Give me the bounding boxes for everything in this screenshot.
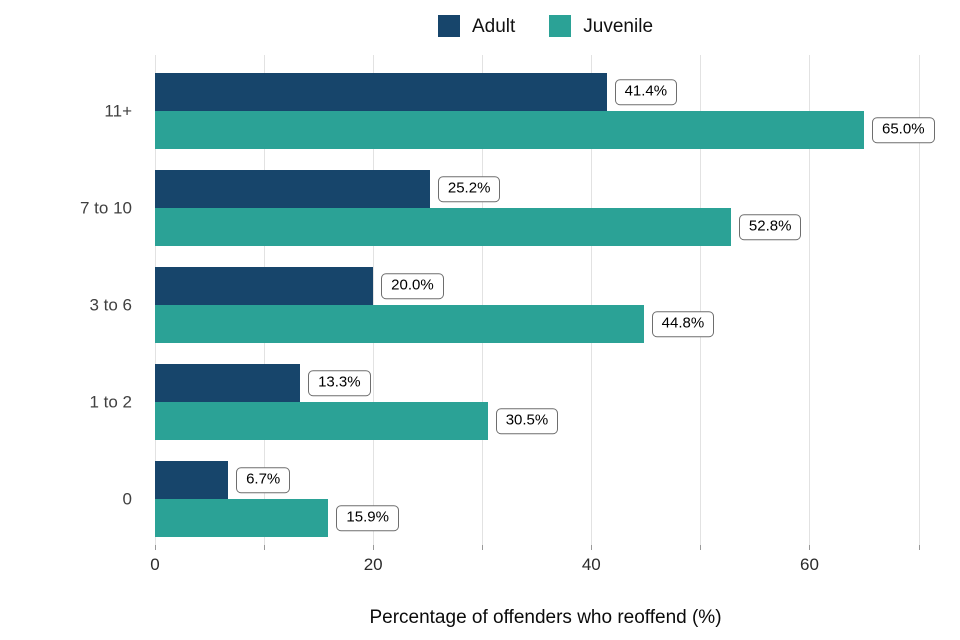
value-label-adult-3-to-6: 20.0% [381,273,444,299]
value-label-adult-7-to-10: 25.2% [437,176,501,202]
value-label-juvenile-1-to-2: 30.5% [495,408,559,434]
x-tick-mark-0 [155,545,156,550]
legend-item-adult: Adult [437,15,516,37]
gridline-70 [918,55,920,545]
x-tick-mark-40 [591,545,593,550]
x-tick-label-20: 20 [363,555,383,574]
value-label-juvenile-3-to-6: 44.8% [651,311,715,337]
adult-swatch-icon [437,15,460,37]
bar-juvenile-1-to-2 [155,402,488,440]
legend-label-juvenile: Juvenile [583,15,654,37]
bar-adult-11+ [155,73,607,111]
y-axis-label-1-to-2: 1 to 2 [89,392,132,412]
y-axis-label-7-to-10: 7 to 10 [80,198,132,218]
bar-adult-1-to-2 [155,364,301,402]
bar-juvenile-7-to-10 [155,208,731,246]
chart-legend: Adult Juvenile [155,12,936,40]
bar-juvenile-0 [155,499,329,537]
gridline-20 [373,55,375,545]
gridline-60 [809,55,811,545]
juvenile-swatch-icon [549,15,572,37]
x-tick-mark-70 [918,545,920,550]
x-tick-mark-10 [264,545,266,550]
bar-adult-0 [155,461,229,499]
x-tick-mark-30 [482,545,484,550]
y-axis-label-0: 0 [122,489,132,509]
value-label-juvenile-7-to-10: 52.8% [738,214,802,240]
x-tick-mark-50 [700,545,702,550]
gridline-30 [482,55,484,545]
x-tick-mark-60 [809,545,811,550]
bar-adult-3-to-6 [155,267,374,305]
value-label-juvenile-11+: 65.0% [872,117,935,143]
value-label-juvenile-0: 15.9% [336,505,399,531]
value-label-adult-1-to-2: 13.3% [308,370,371,396]
value-label-adult-11+: 41.4% [614,79,678,105]
bar-adult-7-to-10 [155,170,430,208]
bar-juvenile-11+ [155,111,864,149]
y-axis-label-3-to-6: 3 to 6 [89,295,132,315]
gridline-40 [591,55,593,545]
value-label-adult-0: 6.7% [236,467,291,493]
x-tick-label-40: 40 [581,555,601,574]
gridline-50 [700,55,702,545]
legend-label-adult: Adult [471,15,516,37]
x-tick-label-0: 0 [150,555,160,574]
y-axis-label-11+: 11+ [104,101,132,121]
bar-juvenile-3-to-6 [155,305,644,343]
plot-area: 41.4% 65.0% 25.2% 52.8% 20.0% 44.8% 13.3% 30.5%… [155,55,936,550]
x-tick-mark-20 [373,545,375,550]
legend-item-juvenile: Juvenile [549,15,653,37]
x-axis-title: Percentage of offenders who reoffend (%) [369,607,722,628]
x-tick-label-60: 60 [800,555,819,574]
